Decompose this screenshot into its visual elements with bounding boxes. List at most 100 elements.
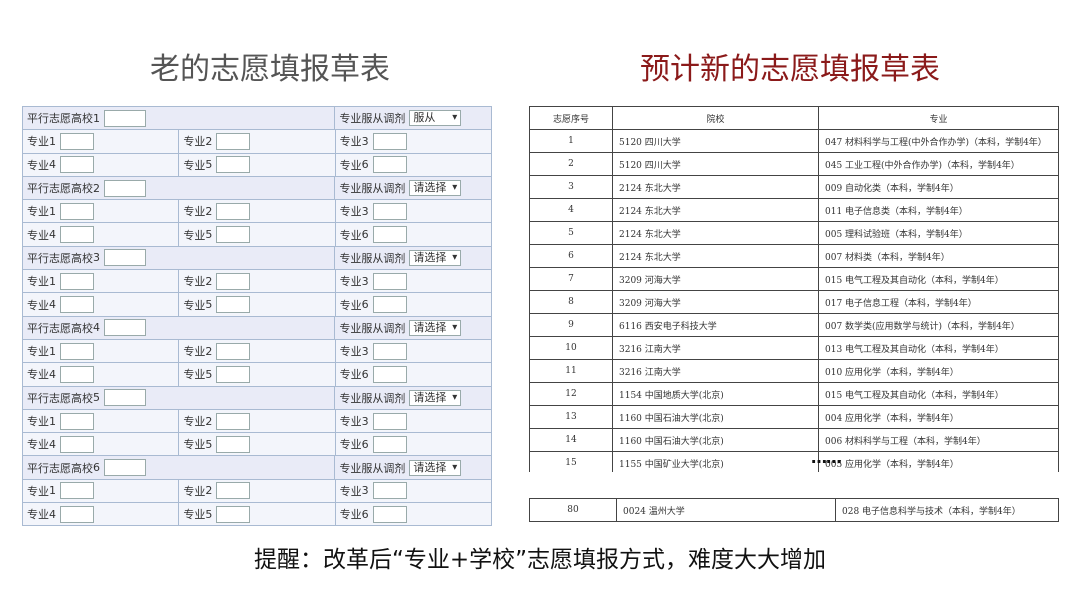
major-number: 5: [205, 158, 213, 172]
major-6-input[interactable]: [372, 296, 407, 314]
major-label: 专业: [27, 508, 49, 522]
school-input[interactable]: [104, 389, 146, 407]
adjust-select[interactable]: 请选择: [409, 180, 462, 197]
major-4-input[interactable]: [60, 156, 94, 174]
major-6-input[interactable]: [372, 226, 407, 244]
major-3-input[interactable]: [372, 412, 407, 430]
major-4-input[interactable]: [60, 505, 94, 523]
cell-order: 8: [529, 290, 613, 314]
cell-school: 2124 东北大学: [612, 198, 819, 222]
major-label: 专业: [339, 438, 362, 452]
major-cell: 专业 4: [23, 433, 180, 457]
major-label: 专业: [183, 275, 206, 289]
major-2-input[interactable]: [216, 272, 251, 290]
cell-order: 2: [529, 152, 613, 176]
major-cell: 专业 3: [335, 270, 492, 294]
school-input[interactable]: [104, 109, 146, 127]
major-2-input[interactable]: [216, 342, 251, 360]
table-header-row: 志愿序号 院校 专业: [529, 106, 1059, 130]
school-number: 3: [93, 251, 100, 265]
major-number: 1: [49, 204, 56, 218]
major-label: 专业: [27, 275, 49, 289]
cell-school: 2124 东北大学: [612, 244, 819, 268]
adjust-select[interactable]: 请选择: [409, 319, 462, 336]
school-input[interactable]: [104, 179, 146, 197]
major-cell: 专业 3: [335, 409, 492, 434]
school-input[interactable]: [104, 249, 146, 267]
school-input[interactable]: [104, 319, 146, 337]
adjust-select[interactable]: 请选择: [409, 249, 462, 266]
major-label: 专业: [183, 345, 206, 359]
major-2-input[interactable]: [216, 202, 251, 220]
major-3-input[interactable]: [372, 132, 407, 150]
major-5-input[interactable]: [216, 505, 251, 523]
table-row: 1 5120 四川大学 047 材料科学与工程(中外合作办学)（本科，学制4年）: [529, 129, 1059, 153]
cell-major: 011 电子信息类（本科，学制4年）: [818, 198, 1059, 222]
major-number: 2: [205, 344, 213, 358]
cell-school: 5120 四川大学: [612, 129, 819, 153]
major-4-input[interactable]: [60, 296, 94, 314]
major-number: 5: [205, 228, 213, 242]
cell-school: 6116 西安电子科技大学: [612, 313, 819, 337]
major-3-input[interactable]: [372, 342, 407, 360]
major-1-input[interactable]: [60, 342, 94, 360]
table-row: 12 1154 中国地质大学(北京) 015 电气工程及其自动化（本科，学制4年）: [529, 382, 1059, 406]
major-2-input[interactable]: [216, 132, 251, 150]
adjust-label: 专业服从调剂: [339, 182, 406, 196]
major-5-input[interactable]: [216, 365, 251, 383]
major-row: 专业 1 专业 2 专业 3: [23, 200, 492, 224]
major-5-input[interactable]: [216, 156, 251, 174]
major-1-input[interactable]: [60, 482, 94, 500]
major-1-input[interactable]: [60, 412, 94, 430]
major-5-input[interactable]: [216, 226, 251, 244]
major-1-input[interactable]: [60, 272, 94, 290]
major-4-input[interactable]: [60, 435, 94, 453]
major-label: 专业: [339, 415, 362, 428]
table-row: 3 2124 东北大学 009 自动化类（本科，学制4年）: [529, 175, 1059, 199]
major-3-input[interactable]: [372, 202, 407, 220]
major-number: 6: [361, 507, 369, 521]
school-input[interactable]: [104, 459, 146, 477]
cell-order: 5: [529, 221, 613, 245]
major-3-input[interactable]: [372, 482, 407, 500]
major-number: 2: [205, 204, 213, 218]
major-1-input[interactable]: [60, 132, 94, 150]
major-6-input[interactable]: [372, 505, 407, 523]
major-label: 专业: [339, 368, 362, 382]
major-6-input[interactable]: [372, 365, 407, 383]
major-label: 专业: [339, 508, 362, 522]
new-form-title: 预计新的志愿填报草表: [640, 52, 940, 87]
adjust-select[interactable]: 请选择: [409, 389, 462, 406]
cell-order: 80: [529, 498, 617, 522]
adjust-select[interactable]: 服从: [409, 110, 462, 127]
cell-school: 3216 江南大学: [612, 336, 819, 360]
major-number: 3: [361, 484, 369, 498]
major-6-input[interactable]: [372, 156, 407, 174]
major-2-input[interactable]: [216, 482, 251, 500]
major-label: 专业: [339, 298, 362, 312]
major-2-input[interactable]: [216, 412, 251, 430]
major-cell: 专业 4: [23, 363, 180, 387]
major-4-input[interactable]: [60, 365, 94, 383]
school-label: 平行志愿高校: [27, 251, 93, 265]
major-number: 4: [49, 158, 56, 172]
major-label: 专业: [183, 158, 206, 172]
major-label: 专业: [27, 345, 49, 359]
major-cell: 专业 2: [179, 130, 336, 154]
major-3-input[interactable]: [372, 272, 407, 290]
major-4-input[interactable]: [60, 226, 94, 244]
adjust-select[interactable]: 请选择: [409, 459, 462, 476]
major-label: 专业: [183, 415, 206, 428]
major-6-input[interactable]: [372, 435, 407, 453]
major-cell: 专业 6: [335, 153, 492, 177]
major-5-input[interactable]: [216, 296, 251, 314]
major-row: 专业 1 专业 2 专业 3: [23, 339, 492, 364]
major-number: 5: [205, 367, 213, 381]
cell-major: 047 材料科学与工程(中外合作办学)（本科，学制4年）: [818, 129, 1059, 153]
cell-order: 13: [529, 405, 613, 429]
major-1-input[interactable]: [60, 202, 94, 220]
major-5-input[interactable]: [216, 435, 251, 453]
major-cell: 专业 5: [179, 223, 336, 247]
major-cell: 专业 5: [179, 503, 336, 527]
major-cell: 专业 4: [23, 293, 180, 317]
